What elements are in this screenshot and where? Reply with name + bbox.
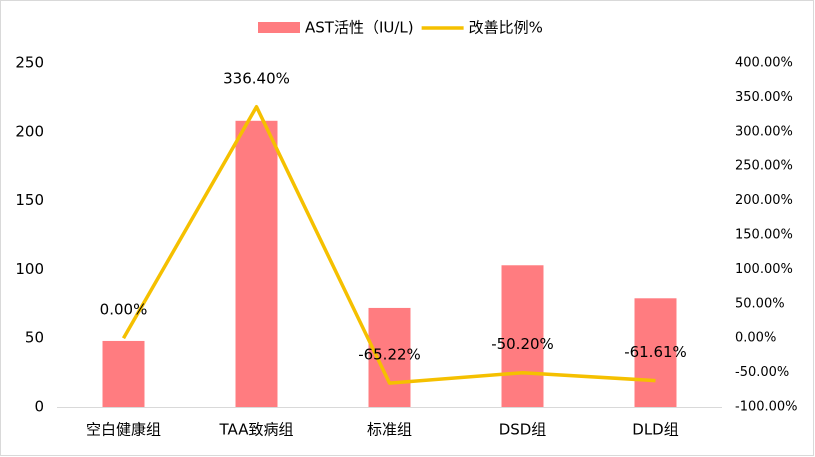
y-tick-label: 250: [15, 54, 44, 72]
y2-tick-label: 350.00%: [735, 90, 793, 105]
bar: [634, 298, 677, 407]
y-tick-label: 200: [15, 122, 44, 140]
legend-swatch: [258, 22, 300, 33]
legend-label: AST活性（IU/L): [305, 19, 414, 37]
x-tick-label: 空白健康组: [86, 421, 161, 439]
x-tick-label: 标准组: [367, 421, 412, 439]
y2-tick-label: -100.00%: [735, 400, 798, 415]
y2-tick-label: 50.00%: [735, 296, 785, 311]
y2-tick-label: 100.00%: [735, 262, 793, 277]
x-tick-label: DLD组: [632, 421, 678, 439]
legend-label: 改善比例%: [469, 19, 543, 37]
bar: [102, 340, 145, 407]
data-label: 336.40%: [223, 69, 290, 87]
data-label: -65.22%: [358, 346, 421, 364]
y2-tick-label: 400.00%: [735, 56, 793, 71]
bar: [501, 265, 544, 407]
y2-tick-label: 150.00%: [735, 228, 793, 243]
data-label: 0.00%: [100, 301, 148, 319]
y2-tick-label: -50.00%: [735, 365, 789, 380]
y2-tick-label: 200.00%: [735, 193, 793, 208]
bar: [235, 120, 278, 408]
y2-tick-label: 300.00%: [735, 124, 793, 139]
x-tick-label: DSD组: [499, 421, 547, 439]
data-label: -50.20%: [491, 335, 554, 353]
line: [121, 105, 656, 385]
y-tick-label: 50: [25, 329, 44, 347]
y-tick-label: 150: [15, 191, 44, 209]
y-tick-label: 100: [15, 260, 44, 278]
y-tick-label: 0: [34, 398, 44, 416]
data-label: -61.61%: [624, 343, 687, 361]
x-tick-label: TAA致病组: [219, 421, 294, 439]
y2-tick-label: 250.00%: [735, 159, 793, 174]
y2-tick-label: 0.00%: [735, 331, 776, 346]
